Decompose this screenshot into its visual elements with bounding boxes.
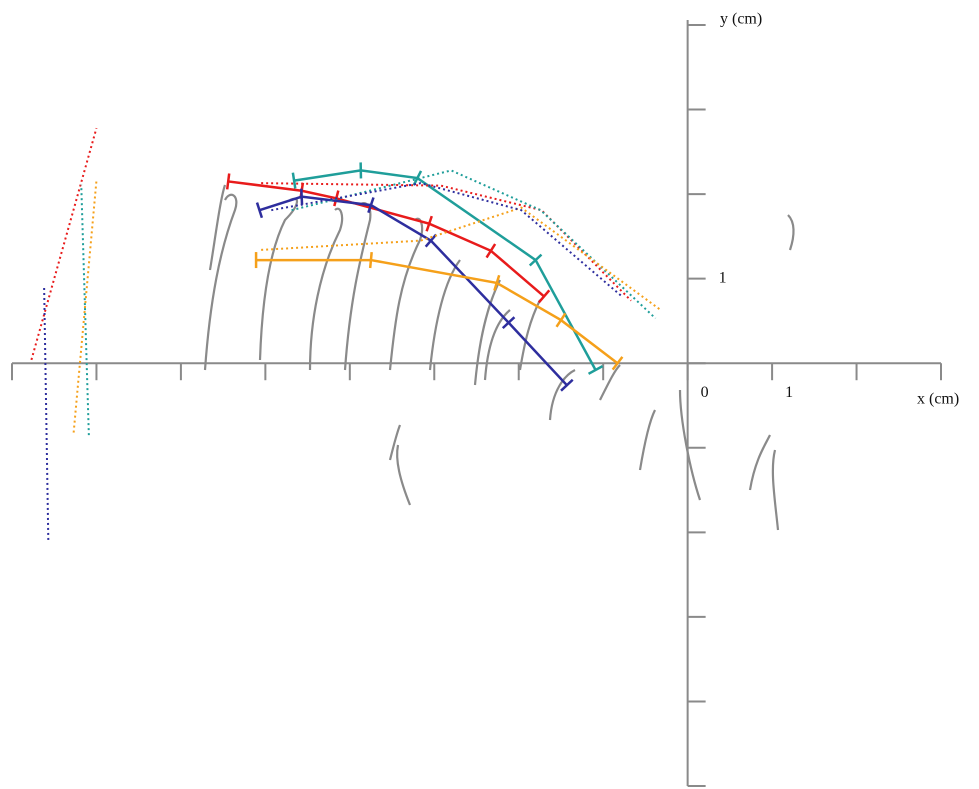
x-axis-label: x (cm): [917, 391, 959, 408]
time-mark: [587, 365, 604, 375]
trajectory: [261, 182, 632, 302]
time-mark: [555, 312, 567, 328]
time-mark: [367, 197, 375, 214]
time-mark: [560, 378, 574, 392]
time-mark: [493, 274, 501, 291]
time-mark: [291, 172, 297, 189]
time-mark: [425, 215, 433, 232]
trajectory: [72, 180, 98, 433]
time-mark: [537, 289, 551, 304]
time-mark: [528, 253, 543, 267]
trajectory: [80, 184, 90, 436]
time-mark: [225, 173, 231, 190]
time-mark: [611, 356, 624, 371]
trajectory: [261, 206, 662, 311]
time-mark: [368, 251, 373, 269]
x-tick-label: 0: [701, 384, 709, 401]
time-mark: [255, 202, 264, 219]
time-mark: [424, 233, 438, 248]
y-tick-label: 1: [719, 269, 727, 286]
trajectory: [30, 127, 98, 361]
x-tick-label: 1: [785, 384, 793, 401]
time-mark: [300, 188, 304, 205]
time-mark: [412, 170, 423, 186]
gray-traces: [203, 184, 795, 531]
time-mark: [485, 243, 497, 259]
time-mark: [501, 316, 516, 330]
trajectory: [259, 195, 568, 387]
trajectory: [271, 182, 622, 297]
trajectory: [43, 285, 50, 540]
y-axis-label: y (cm): [720, 11, 762, 28]
